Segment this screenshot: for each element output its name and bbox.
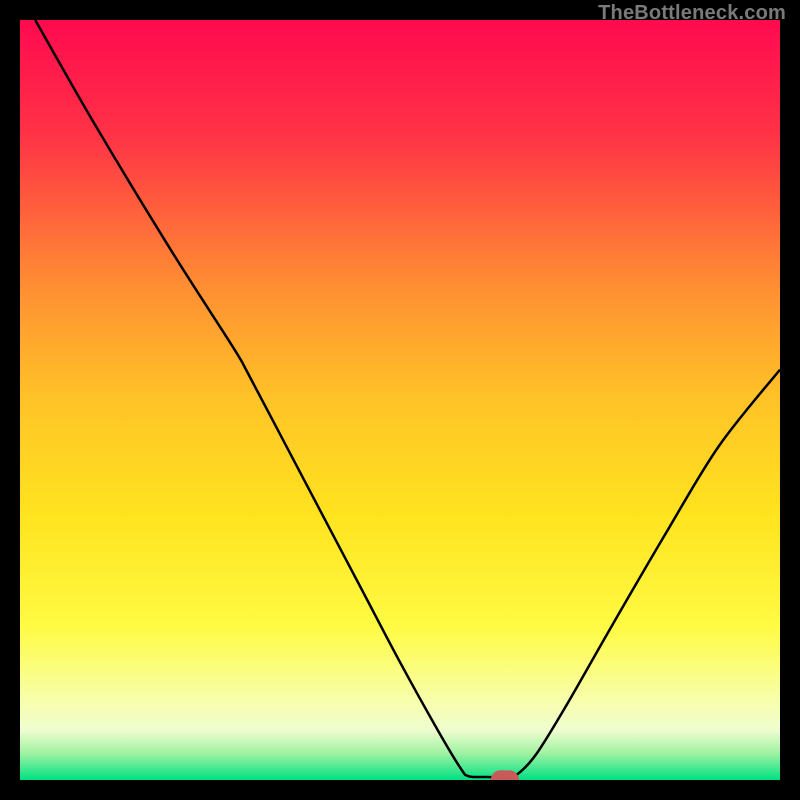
plot-background — [20, 20, 780, 780]
bottleneck-chart — [0, 0, 800, 800]
source-watermark: TheBottleneck.com — [598, 2, 786, 25]
